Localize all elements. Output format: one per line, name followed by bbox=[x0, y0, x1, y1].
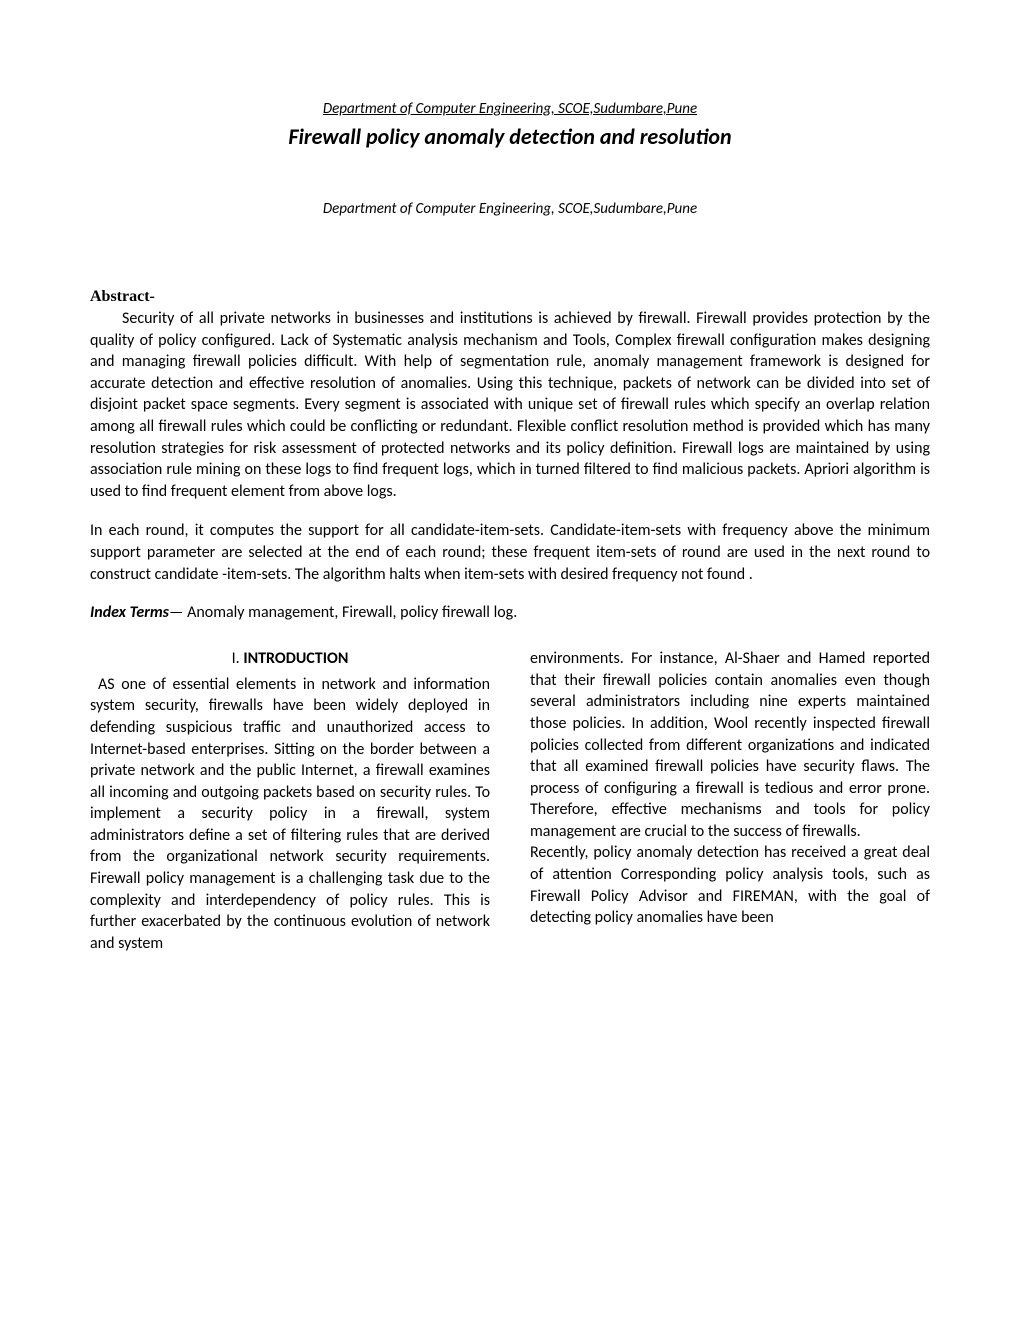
abstract-paragraph-2: In each round, it computes the support f… bbox=[90, 520, 930, 585]
index-terms: Index Terms— Anomaly management, Firewal… bbox=[90, 603, 930, 622]
column-left: I. INTRODUCTION AS one of essential elem… bbox=[90, 648, 490, 954]
section-number: I. bbox=[232, 649, 240, 668]
column-2-paragraph-2: Recently, policy anomaly detection has r… bbox=[530, 842, 930, 928]
index-terms-label: Index Terms bbox=[90, 603, 169, 622]
abstract-label: Abstract- bbox=[90, 288, 930, 306]
column-1-text: AS one of essential elements in network … bbox=[90, 674, 490, 955]
index-terms-text: — Anomaly management, Firewall, policy f… bbox=[169, 603, 517, 622]
column-2-paragraph-1: environments. For instance, Al-Shaer and… bbox=[530, 648, 930, 842]
abstract-paragraph-1: Security of all private networks in busi… bbox=[90, 308, 930, 502]
paper-title: Firewall policy anomaly detection and re… bbox=[90, 123, 930, 150]
section-heading: I. INTRODUCTION bbox=[90, 648, 490, 670]
column-right: environments. For instance, Al-Shaer and… bbox=[530, 648, 930, 954]
department-subtitle: Department of Computer Engineering, SCOE… bbox=[90, 200, 930, 218]
two-column-layout: I. INTRODUCTION AS one of essential elem… bbox=[90, 648, 930, 954]
section-title: INTRODUCTION bbox=[243, 649, 348, 668]
header-department: Department of Computer Engineering, SCOE… bbox=[90, 100, 930, 118]
